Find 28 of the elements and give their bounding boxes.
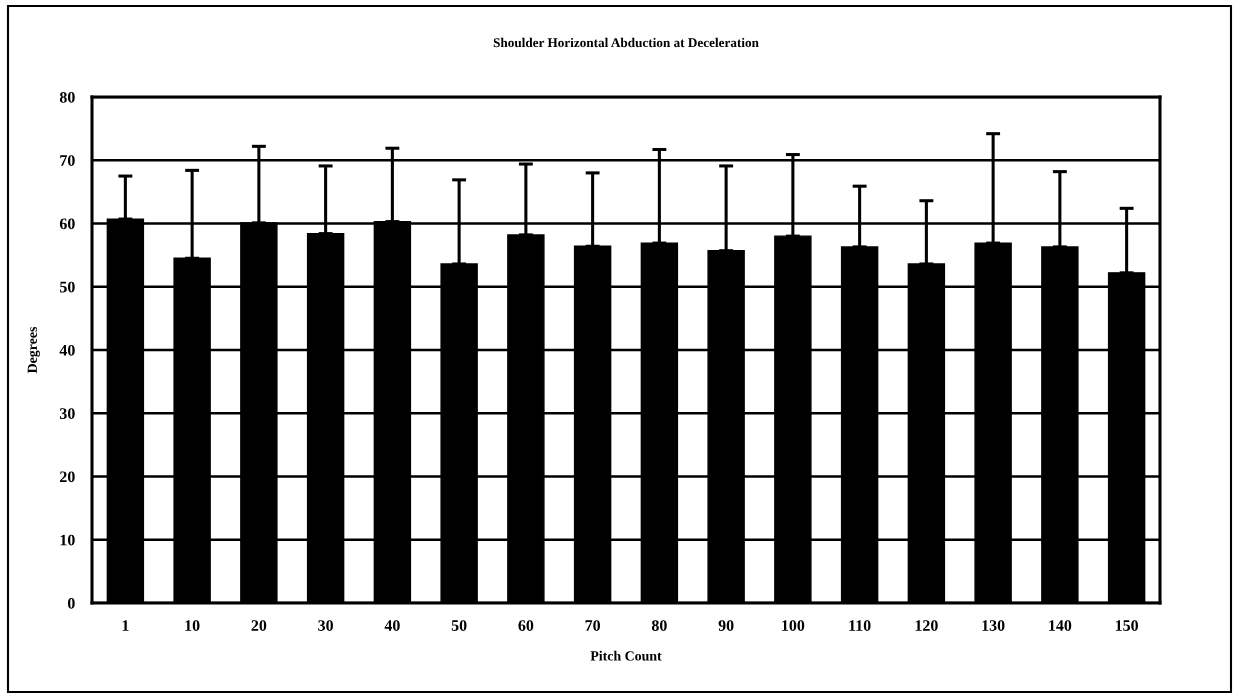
x-tick-label: 40 [384, 620, 400, 631]
x-tick-label: 110 [849, 620, 871, 631]
x-tick-label: 120 [915, 620, 938, 631]
y-tick-label: 0 [67, 597, 75, 609]
x-tick-label: 50 [451, 620, 467, 631]
y-tick-label: 10 [60, 534, 75, 546]
x-tick-label: 30 [318, 620, 333, 631]
y-tick-label: 30 [59, 408, 75, 419]
x-tick-label: 60 [518, 620, 534, 631]
x-tick-label: 70 [585, 620, 600, 631]
x-tick-label: 1 [122, 620, 129, 631]
x-tick-label: 20 [251, 620, 267, 631]
x-tick-label: 140 [1049, 620, 1072, 631]
y-axis-title: Degrees [27, 326, 40, 374]
y-tick-label: 20 [60, 471, 75, 483]
y-tick-label: 80 [59, 91, 75, 103]
x-axis-title: Pitch Count [590, 650, 662, 661]
x-tick-label: 130 [982, 620, 1005, 631]
x-tick-label: 80 [651, 620, 667, 631]
chart-title: Shoulder Horizontal Abduction at Deceleration [493, 37, 759, 48]
x-tick-label: 100 [782, 620, 805, 631]
y-tick-label: 70 [60, 155, 75, 166]
y-tick-label: 50 [60, 281, 75, 293]
x-tick-label: 10 [185, 620, 200, 631]
x-tick-label: 150 [1115, 620, 1138, 631]
x-tick-label: 90 [718, 620, 734, 631]
y-tick-label: 60 [59, 218, 75, 230]
y-tick-label: 40 [59, 344, 75, 356]
